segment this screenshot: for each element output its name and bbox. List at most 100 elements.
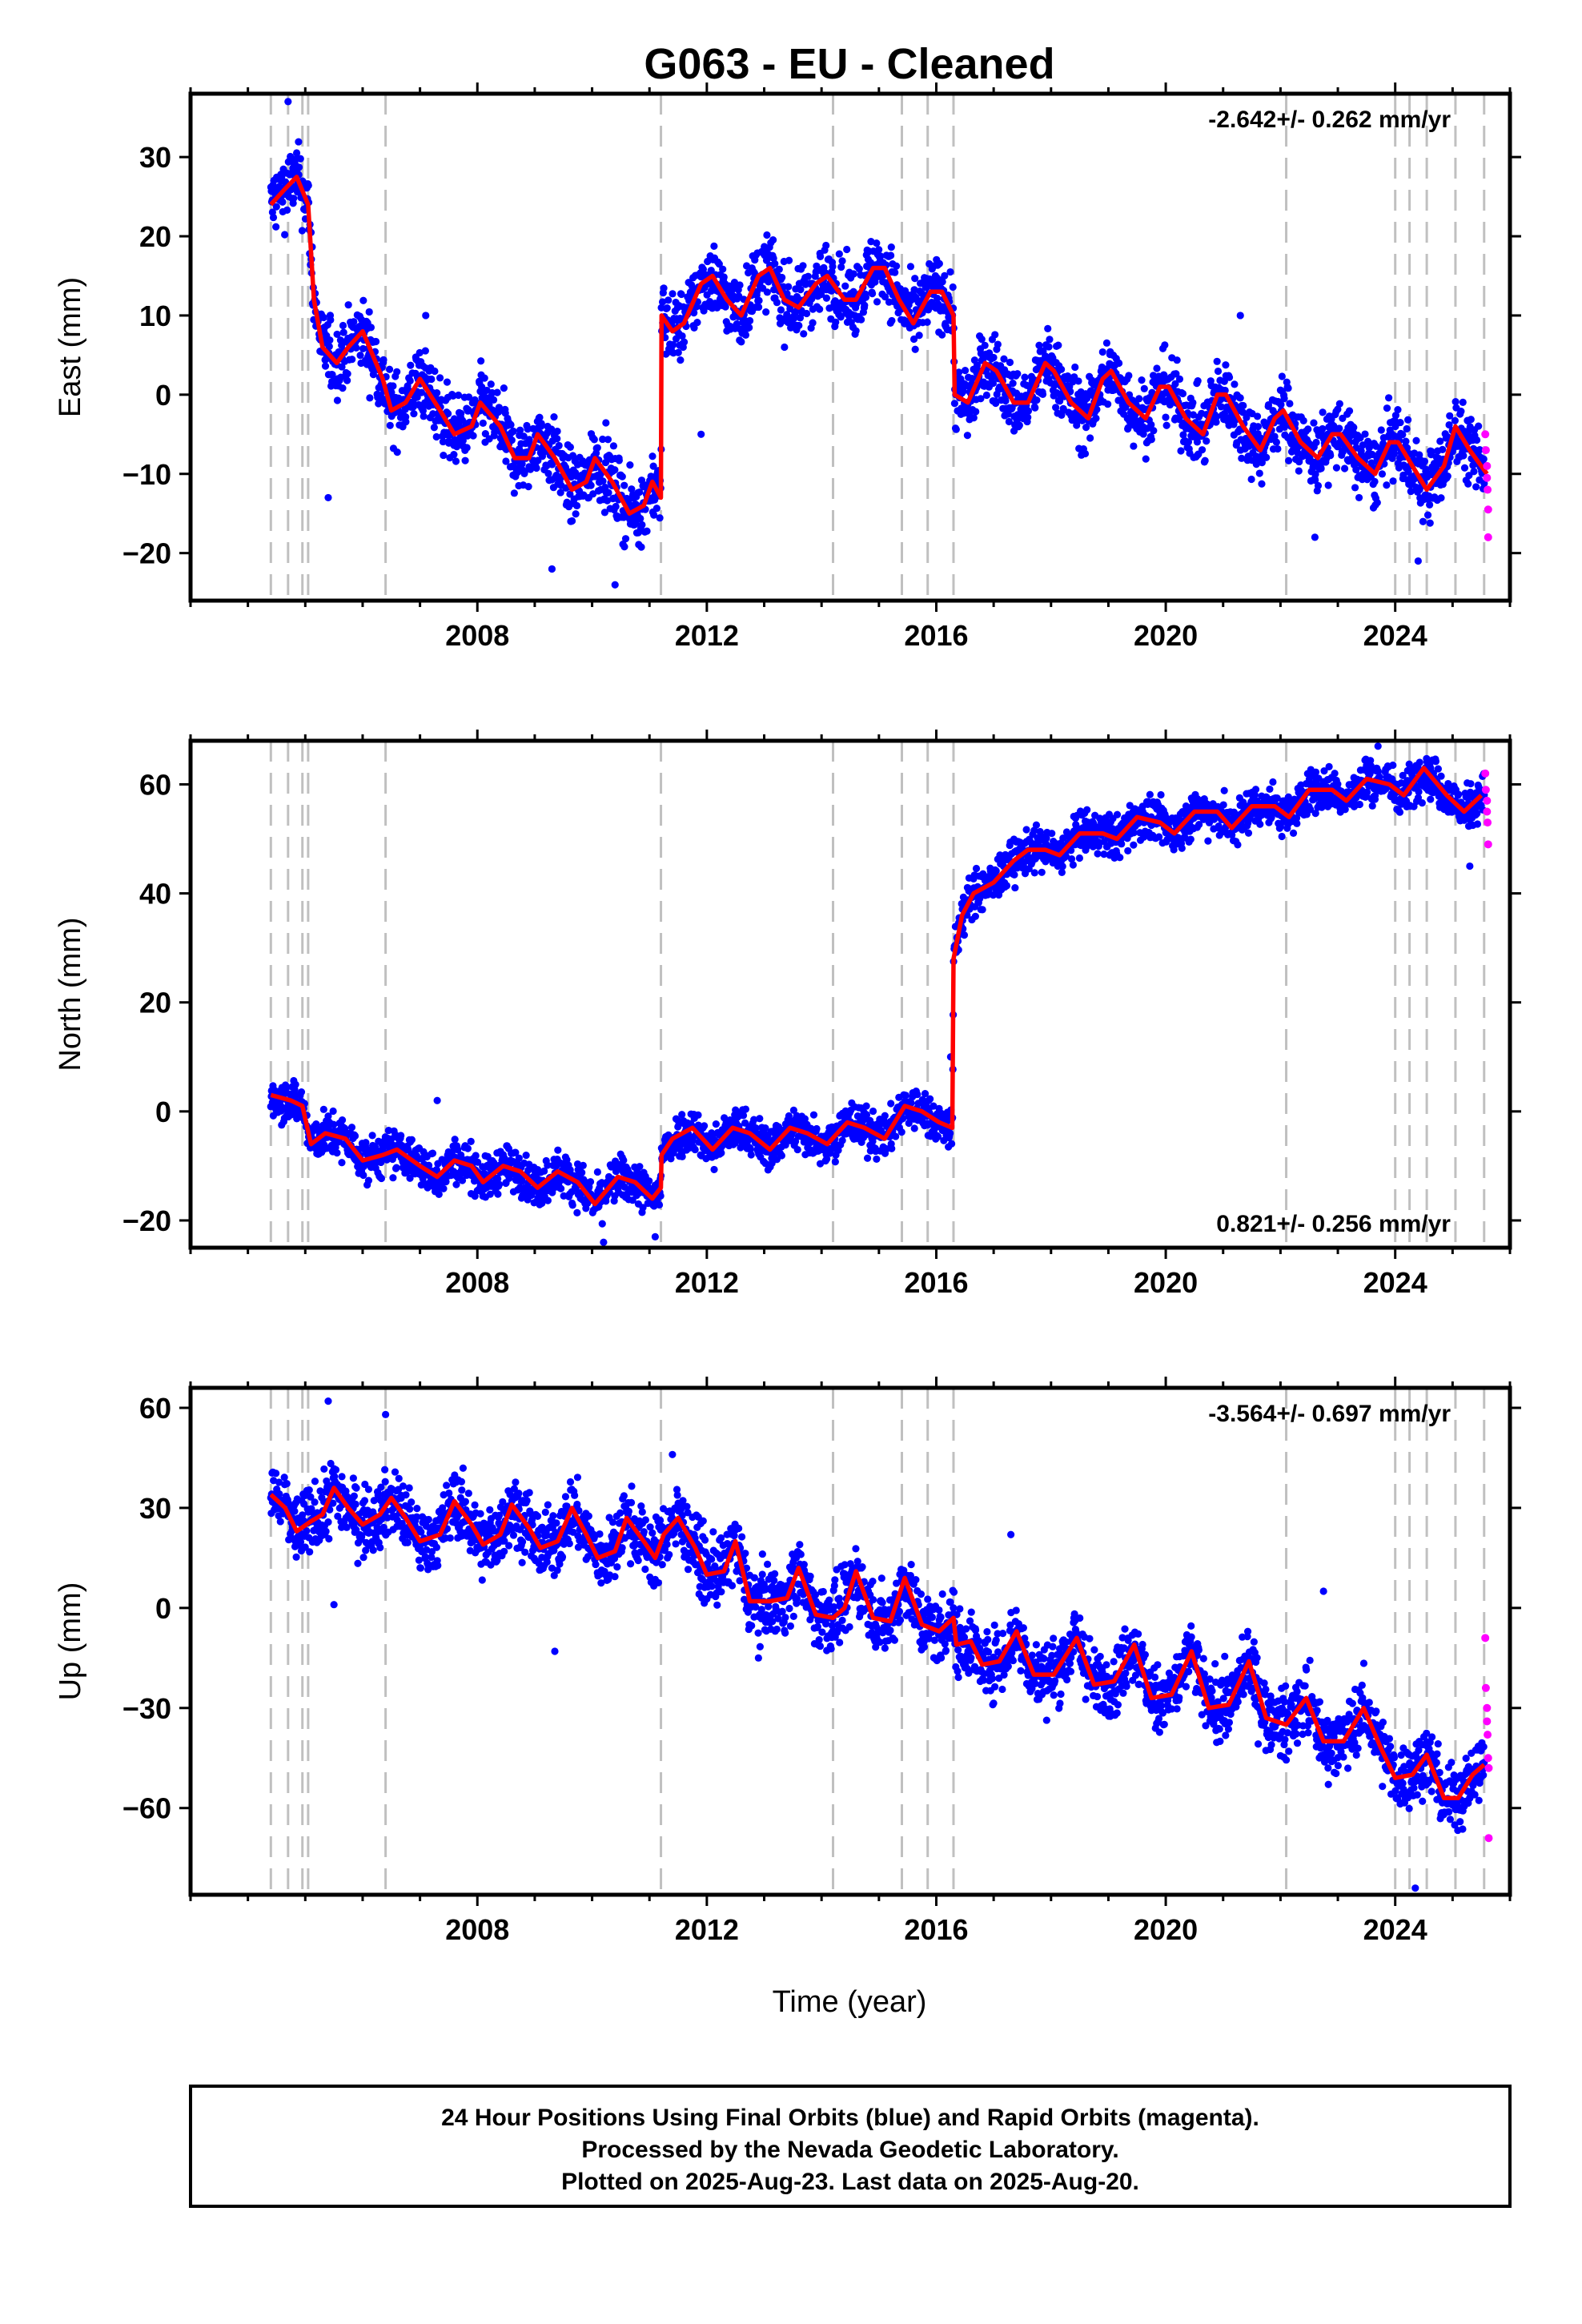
data-point <box>817 252 825 260</box>
data-point <box>875 246 883 254</box>
data-point <box>763 231 771 239</box>
data-point <box>1389 477 1397 485</box>
data-point <box>1078 416 1086 424</box>
data-point <box>1062 852 1070 860</box>
data-point <box>1355 493 1363 502</box>
data-point <box>1396 418 1404 427</box>
data-point <box>477 357 485 365</box>
data-point <box>648 452 656 460</box>
data-point <box>365 308 373 316</box>
plot-area <box>267 94 1492 601</box>
data-point <box>656 1192 665 1200</box>
data-point <box>463 444 471 452</box>
outlier-point <box>697 430 705 438</box>
data-point <box>667 1155 675 1163</box>
data-point <box>1171 380 1179 388</box>
data-point <box>319 313 327 322</box>
data-point <box>1258 480 1266 488</box>
data-point <box>1194 376 1202 385</box>
data-point <box>736 281 744 289</box>
data-point <box>393 448 401 456</box>
data-point <box>319 1105 327 1113</box>
data-point <box>431 367 439 376</box>
data-point <box>440 451 448 460</box>
data-point <box>1285 456 1293 464</box>
data-point <box>339 384 347 392</box>
data-point <box>778 273 786 282</box>
data-point <box>461 456 469 464</box>
data-point <box>493 388 501 396</box>
rapid-orbit-point <box>1481 446 1490 455</box>
data-point <box>1472 436 1481 444</box>
data-point <box>1423 511 1432 519</box>
data-point <box>586 1178 595 1186</box>
data-point <box>1399 431 1407 439</box>
data-point <box>341 1124 349 1132</box>
data-point <box>495 1180 504 1188</box>
data-point <box>1467 416 1475 424</box>
data-point <box>338 363 346 371</box>
data-point <box>887 1100 895 1108</box>
rapid-orbit-point <box>1483 461 1492 470</box>
data-point <box>1125 372 1133 380</box>
data-point <box>946 1129 954 1137</box>
data-point <box>385 365 394 373</box>
data-point <box>1054 341 1062 349</box>
data-point <box>1102 339 1111 347</box>
data-point <box>693 319 701 327</box>
data-point <box>621 535 630 543</box>
data-point <box>862 1102 870 1110</box>
outlier-point <box>1414 557 1422 565</box>
data-point <box>281 231 289 239</box>
data-point <box>680 338 689 346</box>
data-point <box>1403 424 1411 433</box>
data-point <box>572 501 581 510</box>
data-point <box>1383 404 1391 412</box>
data-point <box>362 1139 370 1147</box>
data-point <box>669 340 677 349</box>
outlier-point <box>611 581 619 589</box>
data-point <box>656 514 664 522</box>
data-point <box>994 340 1002 348</box>
data-point <box>1312 438 1320 447</box>
data-point <box>620 543 628 551</box>
data-point <box>472 1152 480 1160</box>
data-point <box>852 327 860 335</box>
data-point <box>432 432 440 441</box>
data-point <box>752 1124 760 1132</box>
data-point <box>869 1107 877 1116</box>
data-point <box>1094 850 1102 858</box>
x-tick-label: 2008 <box>445 619 509 652</box>
data-point <box>741 1105 749 1113</box>
data-point <box>1135 395 1143 403</box>
data-point <box>777 1152 785 1160</box>
data-point <box>783 311 791 319</box>
data-point <box>1426 501 1434 509</box>
data-point <box>645 1177 653 1185</box>
data-point <box>906 263 915 271</box>
data-point <box>515 1154 523 1162</box>
data-point <box>1311 470 1319 478</box>
data-point <box>881 293 889 301</box>
data-point <box>823 1155 831 1163</box>
data-point <box>526 465 535 473</box>
data-point <box>917 289 926 298</box>
data-point <box>1189 411 1198 419</box>
data-point <box>834 1146 842 1154</box>
data-point <box>949 283 957 292</box>
data-point <box>862 1111 871 1119</box>
data-point <box>292 149 301 157</box>
data-point <box>1153 364 1161 372</box>
data-point <box>785 283 793 291</box>
data-point <box>1058 862 1066 870</box>
data-point <box>330 1120 338 1128</box>
data-point <box>1252 460 1260 468</box>
data-point <box>913 1090 921 1099</box>
data-point <box>972 408 980 416</box>
data-point <box>1067 854 1076 863</box>
data-point <box>857 316 865 324</box>
data-point <box>428 1149 437 1157</box>
data-point <box>660 284 668 292</box>
data-point <box>512 1148 520 1156</box>
data-point <box>741 331 750 339</box>
